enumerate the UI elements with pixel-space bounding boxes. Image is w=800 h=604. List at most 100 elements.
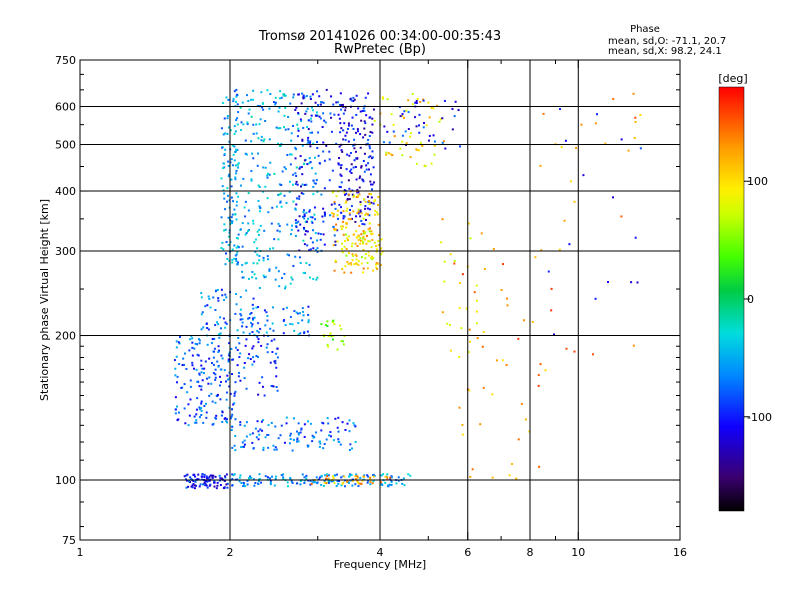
data-point: [214, 475, 217, 478]
data-point: [221, 241, 224, 244]
data-point: [604, 142, 607, 145]
data-point: [255, 436, 258, 439]
data-point: [247, 277, 250, 280]
data-point: [277, 110, 280, 113]
data-point: [220, 177, 223, 180]
data-point: [340, 328, 343, 331]
data-point: [209, 306, 212, 309]
data-point: [311, 241, 314, 244]
data-point: [225, 296, 228, 299]
data-point: [214, 308, 217, 311]
data-point: [347, 140, 350, 143]
data-point: [365, 242, 368, 245]
data-point: [303, 162, 306, 165]
data-point: [355, 258, 358, 261]
data-point: [279, 434, 282, 437]
data-point: [243, 206, 246, 209]
data-point: [238, 476, 241, 479]
data-point: [205, 477, 208, 480]
data-point: [344, 134, 347, 137]
data-point: [186, 391, 189, 394]
data-points: [173, 88, 642, 490]
data-point: [380, 253, 383, 256]
data-point: [290, 276, 293, 279]
data-point: [359, 242, 362, 245]
data-point: [320, 193, 323, 196]
data-point: [305, 477, 308, 480]
data-point: [386, 98, 389, 101]
data-point: [233, 394, 236, 397]
data-point: [361, 256, 364, 259]
data-point: [349, 479, 352, 482]
data-point: [350, 168, 353, 171]
data-point: [193, 415, 196, 418]
data-point: [370, 257, 373, 260]
data-point: [256, 355, 259, 358]
data-point: [174, 367, 177, 370]
data-point: [289, 438, 292, 441]
data-point: [338, 145, 341, 148]
data-point: [334, 474, 337, 477]
data-point: [274, 425, 277, 428]
data-point: [204, 484, 207, 487]
data-point: [250, 178, 253, 181]
data-point: [349, 151, 352, 154]
data-point: [231, 446, 234, 449]
data-point: [355, 215, 358, 218]
data-point: [350, 263, 353, 266]
data-point: [223, 192, 226, 195]
data-point: [366, 213, 369, 216]
data-point: [359, 237, 362, 240]
data-point: [193, 484, 196, 487]
data-point: [443, 260, 446, 263]
data-point: [330, 203, 333, 206]
data-point: [301, 173, 304, 176]
data-point: [274, 362, 277, 365]
data-point: [280, 205, 283, 208]
data-point: [284, 167, 287, 170]
data-point: [299, 118, 302, 121]
data-point: [337, 438, 340, 441]
data-point: [364, 207, 367, 210]
data-point: [223, 197, 226, 200]
data-point: [266, 176, 269, 179]
data-point: [594, 122, 597, 125]
data-point: [263, 309, 266, 312]
data-point: [221, 411, 224, 414]
data-point: [233, 90, 236, 93]
data-point: [189, 398, 192, 401]
data-point: [200, 296, 203, 299]
data-point: [223, 166, 226, 169]
data-point: [257, 199, 260, 202]
data-point: [245, 338, 248, 341]
data-point: [303, 96, 306, 99]
data-point: [239, 106, 242, 109]
data-point: [515, 477, 518, 480]
data-point: [288, 442, 291, 445]
data-point: [204, 480, 207, 483]
data-point: [365, 164, 368, 167]
data-point: [257, 393, 260, 396]
data-point: [369, 183, 372, 186]
data-point: [287, 254, 290, 257]
data-point: [357, 238, 360, 241]
data-point: [326, 473, 329, 476]
data-point: [283, 272, 286, 275]
data-point: [308, 208, 311, 211]
data-point: [235, 292, 238, 295]
data-point: [355, 254, 358, 257]
data-point: [469, 237, 472, 240]
data-point: [384, 481, 387, 484]
data-point: [350, 271, 353, 274]
data-point: [370, 196, 373, 199]
data-point: [368, 192, 371, 195]
data-point: [307, 420, 310, 423]
data-point: [371, 269, 374, 272]
data-point: [221, 146, 224, 149]
data-point: [405, 109, 408, 112]
data-point: [206, 480, 209, 483]
data-point: [296, 312, 299, 315]
data-point: [230, 415, 233, 418]
data-point: [232, 100, 235, 103]
data-point: [224, 208, 227, 211]
